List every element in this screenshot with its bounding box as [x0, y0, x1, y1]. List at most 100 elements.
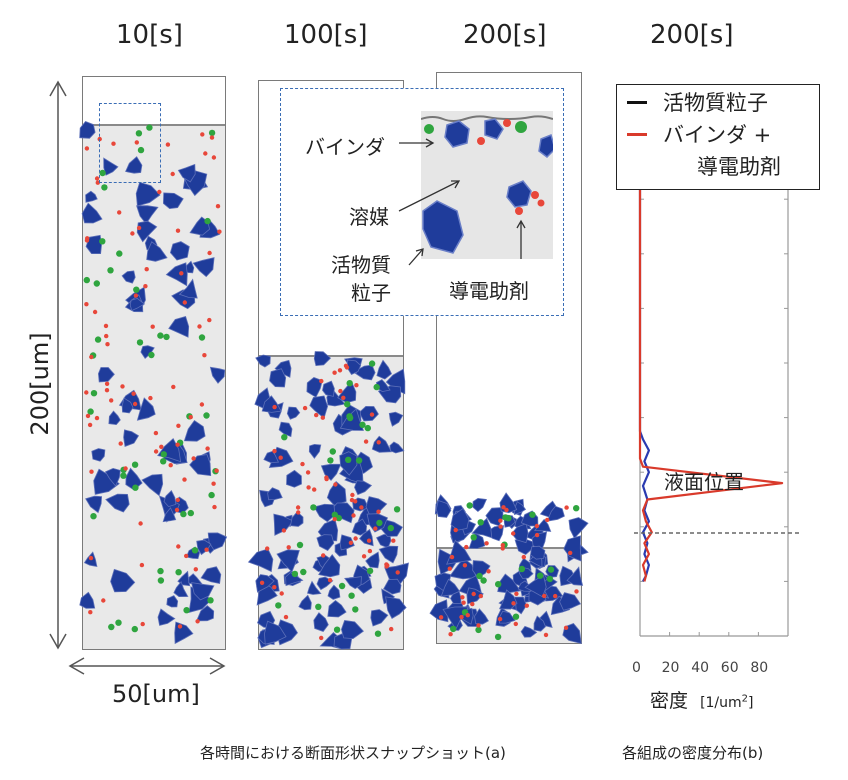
- binder-particle: [157, 567, 164, 575]
- legend-swatch-binder: [627, 133, 647, 136]
- conductive-particle: [200, 132, 205, 137]
- active-particle: [269, 368, 287, 388]
- conductive-particle: [182, 477, 187, 482]
- active-particle: [110, 568, 136, 593]
- conductive-particle: [143, 284, 148, 289]
- binder-particle: [450, 625, 457, 633]
- binder-particle: [83, 276, 90, 284]
- binder-particle: [387, 524, 394, 532]
- conductive-particle: [111, 141, 116, 146]
- binder-particle: [547, 566, 555, 573]
- x-tick-label: 0: [632, 660, 641, 676]
- legend-label-binder-line1: バインダ +: [663, 123, 772, 147]
- active-particle: [267, 487, 283, 501]
- active-particle: [79, 591, 96, 609]
- binder-particle: [512, 613, 520, 620]
- conductive-particle: [333, 482, 338, 487]
- conductive-particle: [165, 142, 171, 147]
- conductive-particle: [259, 580, 265, 585]
- binder-particle: [374, 630, 382, 637]
- callout-arrows: [398, 138, 526, 266]
- conductive-particle: [363, 439, 369, 444]
- conductive-particle: [500, 546, 505, 551]
- active-particle: [533, 518, 552, 532]
- conductive-particle: [453, 527, 458, 533]
- conductive-particle: [118, 441, 123, 446]
- active-particle: [79, 121, 96, 139]
- conductive-particle: [211, 155, 217, 160]
- conductive-particle: [179, 271, 184, 276]
- conductive-particle: [89, 354, 94, 360]
- active-particle: [263, 450, 280, 464]
- callout-binder: バインダ: [305, 135, 385, 159]
- active-particle: [466, 587, 484, 605]
- conductive-particle: [296, 510, 301, 515]
- conductive-particle: [534, 532, 540, 538]
- conductive-particle: [150, 324, 155, 329]
- active-particle: [568, 517, 589, 539]
- active-particle: [168, 316, 190, 338]
- conductive-particle: [176, 423, 181, 428]
- conductive-particle: [140, 621, 145, 627]
- conductive-particle: [564, 505, 569, 510]
- conductive-particle: [353, 536, 358, 541]
- particles-200s: [429, 492, 589, 645]
- active-particle: [474, 608, 489, 625]
- conductive-particle: [341, 395, 346, 400]
- active-particle: [340, 620, 365, 640]
- particles-100s: [247, 351, 409, 650]
- conductive-particle: [497, 616, 503, 622]
- conductive-particle: [376, 509, 381, 514]
- active-particle: [546, 505, 565, 522]
- conductive-particle: [184, 553, 189, 559]
- binder-particle: [315, 603, 322, 610]
- conductive-particle: [104, 388, 110, 393]
- binder-particle: [204, 217, 211, 225]
- conductive-particle: [207, 250, 212, 256]
- conductive-particle: [188, 414, 193, 420]
- active-particle: [200, 566, 222, 584]
- conductive-particle: [319, 378, 324, 384]
- active-particle: [163, 490, 177, 508]
- binder-particle: [93, 280, 100, 287]
- active-particle: [389, 441, 405, 454]
- conductive-particle: [498, 518, 503, 523]
- conductive-particle: [471, 591, 476, 597]
- active-particle: [183, 419, 206, 442]
- conductive-particle: [84, 390, 89, 395]
- conductive-particle: [159, 444, 164, 449]
- conductive-particle: [139, 562, 145, 568]
- conductive-particle: [332, 370, 337, 375]
- conductive-particle: [138, 521, 143, 526]
- x-axis-label: 密度 [1/um2]: [650, 686, 754, 713]
- conductive-particle: [175, 497, 180, 503]
- binder-particle: [477, 519, 484, 526]
- x-axis-label-unit: [1/um2]: [700, 693, 754, 711]
- conductive-particle: [212, 504, 217, 510]
- conductive-particle: [367, 548, 373, 554]
- active-particle: [255, 574, 275, 593]
- conductive-particle: [131, 391, 136, 396]
- callout-active-line1: 活物質: [331, 253, 391, 277]
- conductive-particle: [513, 621, 518, 627]
- active-particle: [135, 181, 161, 207]
- conductive-particle: [94, 176, 100, 181]
- conductive-particle: [217, 229, 222, 234]
- active-particle: [108, 410, 121, 426]
- binder-particle: [364, 424, 371, 432]
- conductive-particle: [88, 610, 93, 615]
- particles-10s: [79, 121, 228, 645]
- conductive-particle: [306, 485, 311, 490]
- conductive-particle: [391, 538, 396, 543]
- conductive-particle: [105, 342, 110, 347]
- binder-particle: [133, 286, 140, 293]
- conductive-particle: [84, 146, 90, 151]
- binder-particle: [359, 421, 366, 428]
- binder-particle: [346, 414, 354, 422]
- binder-particle: [116, 250, 123, 257]
- active-particle: [166, 595, 179, 608]
- conductive-particle: [338, 388, 343, 394]
- active-particle: [524, 574, 547, 598]
- active-particle: [352, 364, 376, 381]
